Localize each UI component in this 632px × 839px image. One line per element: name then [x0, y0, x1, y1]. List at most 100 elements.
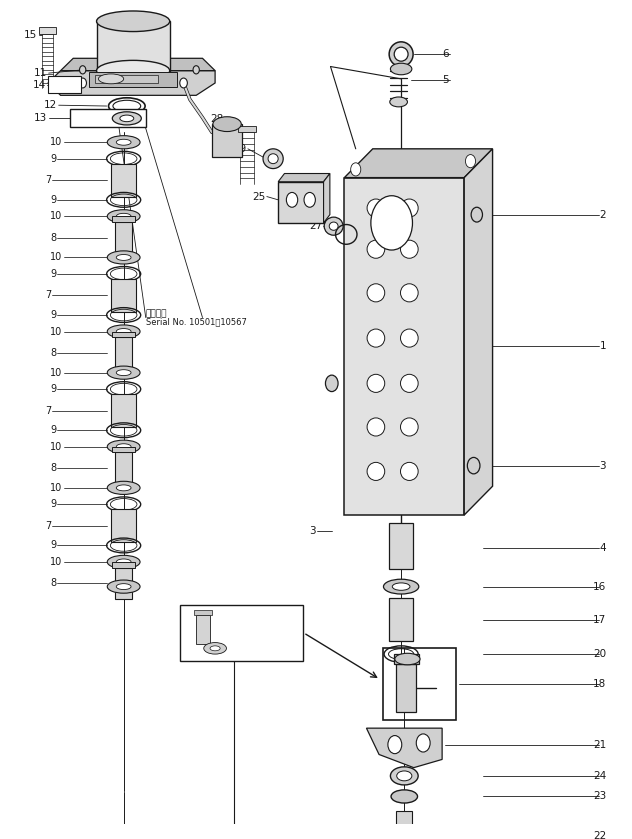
Bar: [396, 811, 413, 839]
Text: 10: 10: [51, 138, 63, 147]
Ellipse shape: [116, 213, 131, 219]
Text: 8: 8: [50, 348, 56, 358]
Text: 1: 1: [600, 341, 606, 352]
Ellipse shape: [384, 579, 419, 594]
Ellipse shape: [389, 42, 413, 66]
Text: 6: 6: [442, 50, 449, 60]
Polygon shape: [48, 70, 215, 96]
Text: 10: 10: [51, 557, 63, 567]
Text: 17: 17: [593, 615, 606, 625]
Ellipse shape: [112, 112, 142, 125]
Bar: [115, 452, 133, 484]
Ellipse shape: [107, 482, 140, 494]
Ellipse shape: [107, 251, 140, 264]
Bar: [112, 331, 135, 337]
Ellipse shape: [97, 60, 170, 81]
Bar: [48, 76, 81, 93]
Ellipse shape: [107, 440, 140, 453]
Ellipse shape: [263, 149, 283, 169]
Ellipse shape: [367, 374, 385, 393]
Polygon shape: [324, 174, 330, 223]
Bar: [394, 654, 419, 664]
Text: 20: 20: [593, 649, 606, 659]
Bar: [111, 509, 137, 542]
Ellipse shape: [116, 485, 131, 491]
Text: 14: 14: [33, 80, 46, 90]
Text: 4: 4: [600, 543, 606, 553]
Ellipse shape: [268, 154, 278, 164]
Text: 28: 28: [210, 114, 223, 124]
Ellipse shape: [329, 222, 338, 230]
Bar: [115, 337, 133, 368]
Text: 10: 10: [51, 483, 63, 492]
Ellipse shape: [107, 580, 140, 593]
Ellipse shape: [116, 139, 131, 145]
Bar: [389, 524, 413, 569]
Circle shape: [465, 154, 475, 168]
Polygon shape: [61, 58, 215, 70]
Bar: [97, 21, 170, 70]
Text: 12: 12: [44, 100, 58, 110]
Text: 適用号機: 適用号機: [183, 607, 202, 616]
Circle shape: [79, 78, 87, 88]
Ellipse shape: [367, 329, 385, 347]
Ellipse shape: [392, 583, 410, 591]
Bar: [196, 616, 210, 644]
Text: 3: 3: [600, 461, 606, 471]
Ellipse shape: [391, 63, 412, 75]
Circle shape: [388, 736, 402, 753]
Ellipse shape: [401, 284, 418, 302]
Text: 7: 7: [45, 521, 51, 531]
Ellipse shape: [401, 418, 418, 436]
Ellipse shape: [401, 329, 418, 347]
Text: 8: 8: [50, 578, 56, 588]
Ellipse shape: [367, 418, 385, 436]
Text: 14: 14: [49, 80, 61, 90]
Text: 16: 16: [593, 581, 606, 591]
Bar: [111, 164, 137, 196]
Ellipse shape: [116, 329, 131, 335]
Circle shape: [467, 457, 480, 474]
Ellipse shape: [401, 240, 418, 258]
Ellipse shape: [116, 584, 131, 590]
Bar: [115, 222, 133, 253]
Text: 7: 7: [45, 405, 51, 415]
Circle shape: [325, 375, 338, 392]
Text: 26: 26: [296, 210, 310, 220]
Ellipse shape: [390, 97, 408, 107]
Text: 9: 9: [50, 540, 56, 550]
Ellipse shape: [367, 462, 385, 481]
Polygon shape: [367, 728, 442, 768]
Text: 7: 7: [45, 175, 51, 185]
Ellipse shape: [107, 210, 140, 223]
Bar: [212, 124, 242, 157]
Text: 10: 10: [51, 253, 63, 263]
Text: 18: 18: [593, 679, 606, 689]
Text: 適用号機: 適用号機: [146, 309, 167, 318]
Text: 8: 8: [50, 232, 56, 242]
Text: 25: 25: [252, 191, 265, 201]
Ellipse shape: [401, 199, 418, 217]
Text: 9: 9: [50, 269, 56, 279]
Text: 10: 10: [51, 367, 63, 378]
Text: 10: 10: [51, 441, 63, 451]
Ellipse shape: [213, 117, 241, 132]
Text: 9: 9: [50, 154, 56, 164]
Text: 9: 9: [50, 425, 56, 435]
Text: 19: 19: [237, 644, 250, 654]
Text: 7: 7: [45, 290, 51, 300]
Polygon shape: [344, 149, 492, 178]
Circle shape: [304, 192, 315, 207]
Ellipse shape: [109, 98, 145, 114]
Text: 21: 21: [593, 740, 606, 749]
Bar: [384, 648, 456, 720]
Bar: [112, 562, 135, 568]
Text: 9: 9: [50, 384, 56, 394]
Text: 9: 9: [50, 195, 56, 205]
Circle shape: [286, 192, 298, 207]
Ellipse shape: [367, 240, 385, 258]
Ellipse shape: [391, 767, 418, 785]
Text: 10: 10: [51, 211, 63, 221]
Circle shape: [351, 163, 361, 176]
Bar: [111, 394, 137, 427]
